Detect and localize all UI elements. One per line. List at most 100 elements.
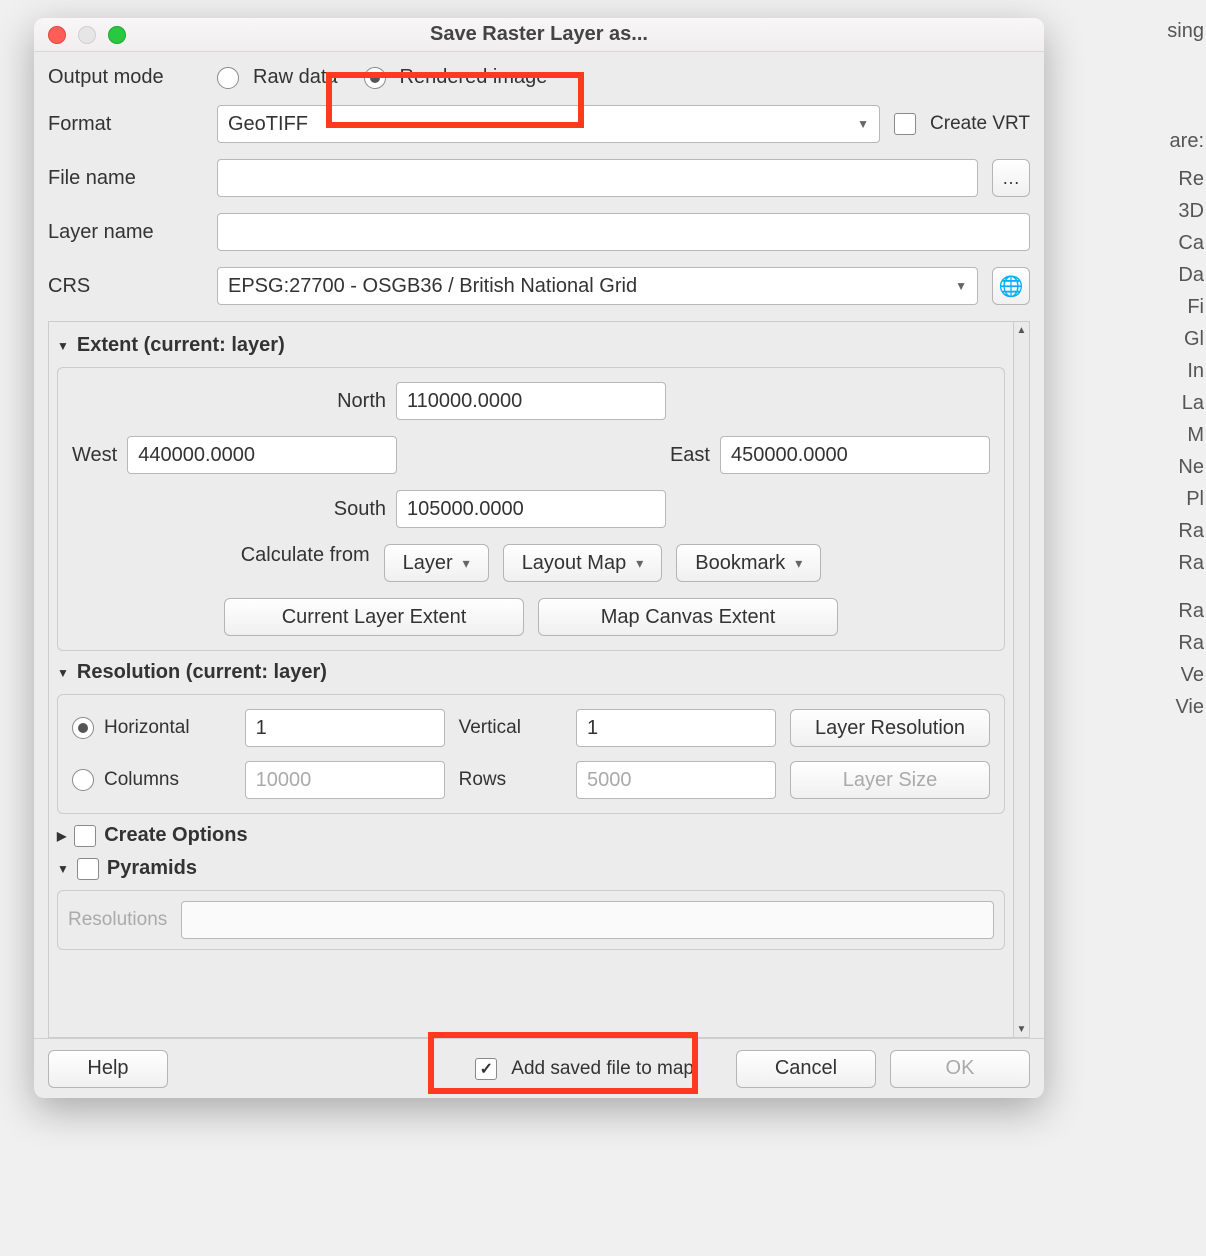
window-controls	[48, 26, 126, 44]
extent-calc-row: Calculate from Layer Layout Map Bookmark	[72, 544, 990, 582]
map-canvas-extent-button[interactable]: Map Canvas Extent	[538, 598, 838, 636]
layername-input[interactable]	[217, 213, 1030, 251]
output-mode-label: Output mode	[48, 66, 203, 89]
horizontal-radio[interactable]	[72, 717, 94, 739]
pyramids-section-toggle[interactable]: ▼ Pyramids	[57, 857, 1005, 880]
bg-text-ra1: Ra	[1178, 520, 1204, 543]
pyramids-resolutions-label: Resolutions	[68, 909, 167, 931]
extent-north-row: North 110000.0000	[72, 382, 990, 420]
bg-text-re: Re	[1178, 168, 1204, 191]
format-label: Format	[48, 113, 203, 136]
bg-text-ne: Ne	[1178, 456, 1204, 479]
scroll-up-icon: ▲	[1014, 322, 1029, 338]
bg-text-fi: Fi	[1187, 296, 1204, 319]
dialog-title: Save Raster Layer as...	[430, 23, 648, 46]
create-vrt-label: Create VRT	[930, 113, 1030, 135]
east-label: East	[670, 444, 710, 467]
bg-text-la: La	[1182, 392, 1204, 415]
rows-label: Rows	[459, 769, 562, 791]
layername-row: Layer name	[48, 213, 1030, 251]
format-row: Format GeoTIFF ▼ Create VRT	[48, 105, 1030, 143]
browse-file-button[interactable]: …	[992, 159, 1030, 197]
triangle-down-icon: ▼	[57, 666, 69, 680]
calculate-from-label: Calculate from	[241, 544, 370, 582]
rows-input[interactable]: 5000	[576, 761, 776, 799]
crs-select-value: EPSG:27700 - OSGB36 / British National G…	[228, 275, 637, 298]
bg-text-ra3: Ra	[1178, 600, 1204, 623]
bg-text-ca: Ca	[1178, 232, 1204, 255]
south-label: South	[106, 498, 386, 521]
layername-input-field[interactable]	[228, 221, 1019, 244]
triangle-right-icon: ▶	[57, 829, 66, 843]
help-button[interactable]: Help	[48, 1050, 168, 1088]
layer-resolution-button[interactable]: Layer Resolution	[790, 709, 990, 747]
calc-layer-button[interactable]: Layer	[384, 544, 489, 582]
add-saved-label: Add saved file to map	[511, 1058, 694, 1080]
rendered-image-radio[interactable]	[364, 67, 386, 89]
triangle-down-icon: ▼	[57, 339, 69, 353]
create-options-title: Create Options	[104, 824, 247, 847]
format-select[interactable]: GeoTIFF ▼	[217, 105, 880, 143]
horizontal-input[interactable]: 1	[245, 709, 445, 747]
filename-input-field[interactable]	[228, 167, 967, 190]
raw-data-radio[interactable]	[217, 67, 239, 89]
create-options-section-toggle[interactable]: ▶ Create Options	[57, 824, 1005, 847]
titlebar: Save Raster Layer as...	[34, 18, 1044, 52]
ok-button[interactable]: OK	[890, 1050, 1030, 1088]
triangle-down-icon: ▼	[57, 862, 69, 876]
calc-layout-map-button[interactable]: Layout Map	[503, 544, 663, 582]
maximize-window-button[interactable]	[108, 26, 126, 44]
bg-text-da: Da	[1178, 264, 1204, 287]
filename-label: File name	[48, 167, 203, 190]
add-saved-checkbox[interactable]	[475, 1058, 497, 1080]
extent-section-toggle[interactable]: ▼ Extent (current: layer)	[57, 334, 1005, 357]
vertical-scrollbar[interactable]: ▲ ▼	[1013, 322, 1029, 1037]
bg-text-3d: 3D	[1178, 200, 1204, 223]
raw-data-radio-label: Raw data	[253, 66, 338, 89]
crs-select[interactable]: EPSG:27700 - OSGB36 / British National G…	[217, 267, 978, 305]
vertical-label: Vertical	[459, 717, 562, 739]
south-input[interactable]: 105000.0000	[396, 490, 666, 528]
extent-group: North 110000.0000 West 440000.0000 East …	[57, 367, 1005, 651]
scroll-area: ▼ Extent (current: layer) North 110000.0…	[48, 321, 1030, 1038]
bg-text-are: are:	[1170, 130, 1204, 153]
north-input[interactable]: 110000.0000	[396, 382, 666, 420]
bg-text-ra2: Ra	[1178, 552, 1204, 575]
create-options-checkbox[interactable]	[74, 825, 96, 847]
bg-text-vie: Vie	[1175, 696, 1204, 719]
bg-text-gl: Gl	[1184, 328, 1204, 351]
save-raster-dialog: Save Raster Layer as... Output mode Raw …	[34, 18, 1044, 1098]
west-label: West	[72, 444, 117, 467]
current-layer-extent-button[interactable]: Current Layer Extent	[224, 598, 524, 636]
vertical-input[interactable]: 1	[576, 709, 776, 747]
scroll-down-icon: ▼	[1014, 1021, 1029, 1037]
columns-label: Columns	[104, 769, 179, 791]
minimize-window-button[interactable]	[78, 26, 96, 44]
crs-picker-button[interactable]: 🌐	[992, 267, 1030, 305]
bg-text-in: In	[1187, 360, 1204, 383]
pyramids-group: Resolutions	[57, 890, 1005, 950]
calc-bookmark-button[interactable]: Bookmark	[676, 544, 821, 582]
columns-radio[interactable]	[72, 769, 94, 791]
cancel-button[interactable]: Cancel	[736, 1050, 876, 1088]
layer-size-button[interactable]: Layer Size	[790, 761, 990, 799]
dialog-content: Output mode Raw data Rendered image Form…	[34, 52, 1044, 1038]
horizontal-label: Horizontal	[104, 717, 190, 739]
bg-text-ve: Ve	[1181, 664, 1204, 687]
resolution-section-toggle[interactable]: ▼ Resolution (current: layer)	[57, 661, 1005, 684]
chevron-down-icon: ▼	[857, 117, 869, 131]
pyramids-checkbox[interactable]	[77, 858, 99, 880]
crs-row: CRS EPSG:27700 - OSGB36 / British Nation…	[48, 267, 1030, 305]
pyramids-title: Pyramids	[107, 857, 197, 880]
columns-input[interactable]: 10000	[245, 761, 445, 799]
scroll-inner: ▼ Extent (current: layer) North 110000.0…	[49, 322, 1013, 1037]
extent-south-row: South 105000.0000	[72, 490, 990, 528]
filename-input[interactable]	[217, 159, 978, 197]
pyramids-resolutions-input[interactable]	[181, 901, 994, 939]
create-vrt-checkbox[interactable]	[894, 113, 916, 135]
close-window-button[interactable]	[48, 26, 66, 44]
west-input[interactable]: 440000.0000	[127, 436, 397, 474]
resolution-group: Horizontal 1 Vertical 1 Layer Resolution…	[57, 694, 1005, 814]
crs-label: CRS	[48, 275, 203, 298]
east-input[interactable]: 450000.0000	[720, 436, 990, 474]
